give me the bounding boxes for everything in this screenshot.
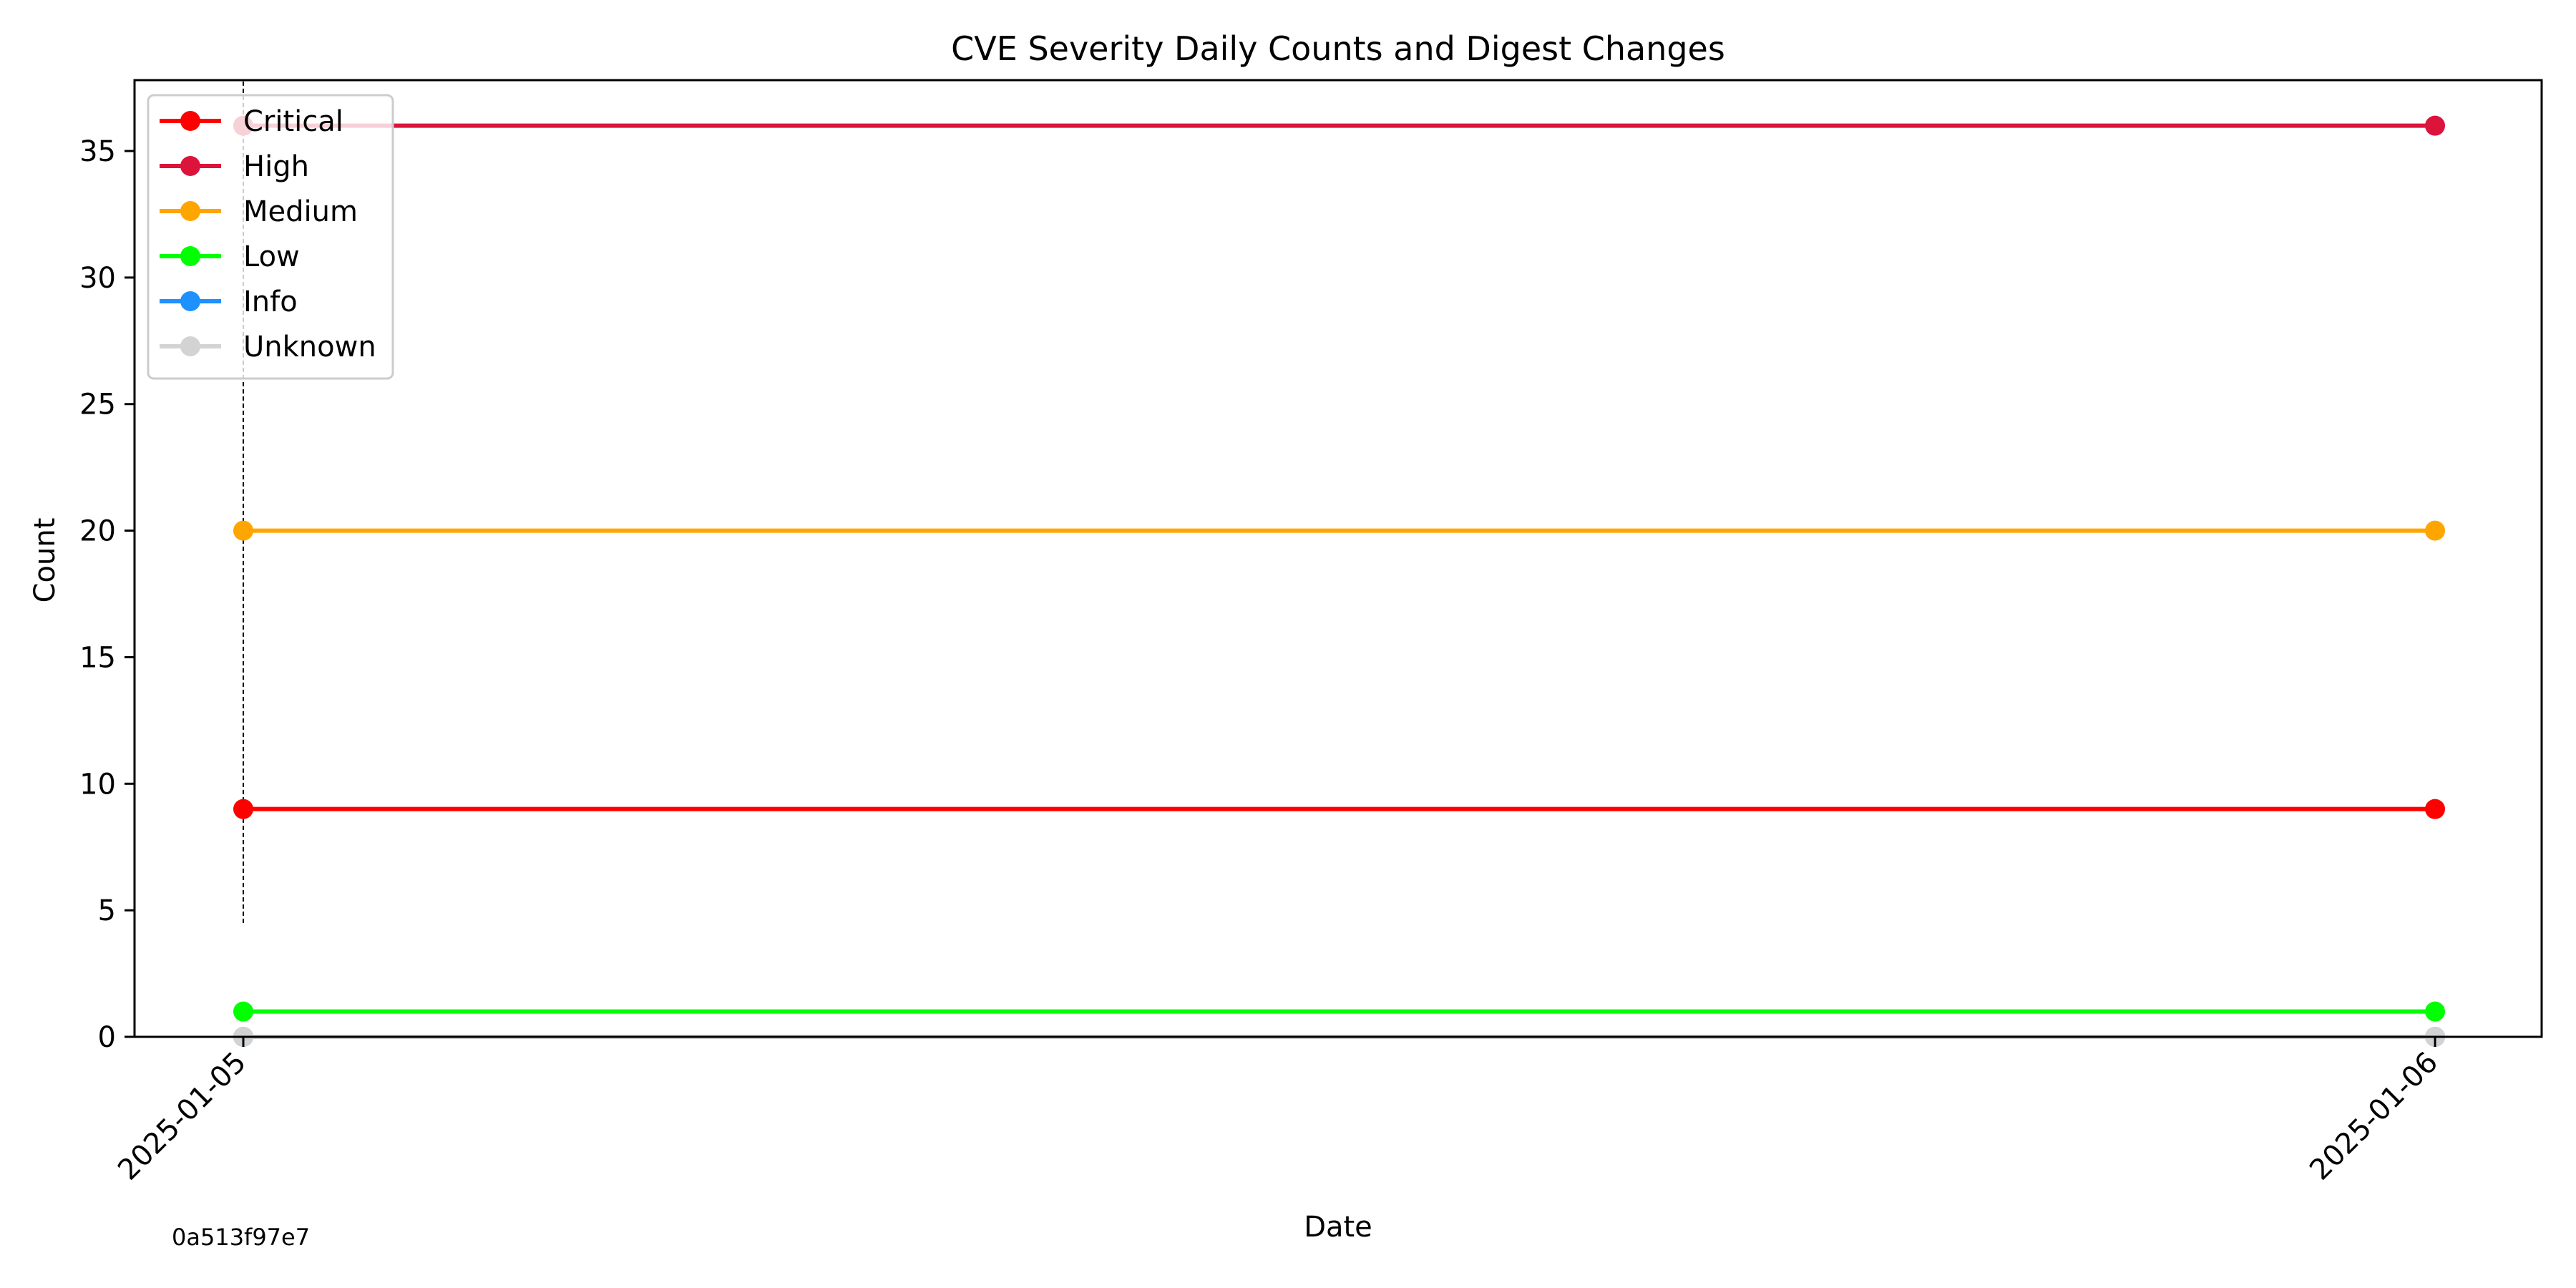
y-tick-label: 25 xyxy=(79,389,116,421)
point-medium xyxy=(2425,520,2445,541)
chart-title: CVE Severity Daily Counts and Digest Cha… xyxy=(951,29,1725,68)
y-tick-label: 0 xyxy=(98,1021,116,1054)
legend-marker-critical xyxy=(180,111,200,131)
legend: Critical High Medium Low Info Unknown xyxy=(147,94,394,380)
legend-label-unknown: Unknown xyxy=(243,331,376,364)
y-tick-label: 30 xyxy=(79,262,116,295)
point-low xyxy=(233,1001,253,1022)
x-axis: 2025-01-05 2025-01-06 xyxy=(112,1037,2444,1186)
legend-marker-info xyxy=(180,291,200,311)
plot-frame xyxy=(133,79,2543,1038)
legend-marker-medium xyxy=(180,201,200,221)
point-critical xyxy=(233,799,253,819)
y-tick-label: 35 xyxy=(79,135,116,168)
x-tick-label: 2025-01-06 xyxy=(2303,1046,2444,1187)
legend-marker-low xyxy=(180,246,200,266)
point-medium xyxy=(233,520,253,541)
y-axis-label: Count xyxy=(29,518,62,603)
y-axis: 0 5 10 15 20 25 30 35 xyxy=(79,135,135,1054)
legend-label-high: High xyxy=(243,150,309,183)
point-low xyxy=(2425,1001,2445,1022)
legend-label-medium: Medium xyxy=(243,195,358,228)
y-tick-label: 5 xyxy=(98,894,116,927)
y-tick-label: 10 xyxy=(79,768,116,801)
legend-label-critical: Critical xyxy=(243,105,343,138)
digest-change-label: 0a513f97e7 xyxy=(172,1224,310,1251)
x-axis-label: Date xyxy=(1304,1211,1372,1244)
x-tick-label: 2025-01-05 xyxy=(112,1046,253,1187)
legend-marker-high xyxy=(180,156,200,176)
y-tick-label: 20 xyxy=(79,515,116,548)
legend-label-info: Info xyxy=(243,286,298,318)
legend-label-low: Low xyxy=(243,240,300,273)
legend-marker-unknown xyxy=(180,336,200,356)
point-critical xyxy=(2425,799,2445,819)
y-tick-label: 15 xyxy=(79,641,116,674)
point-high xyxy=(2425,115,2445,136)
series-layer xyxy=(233,115,2445,1047)
